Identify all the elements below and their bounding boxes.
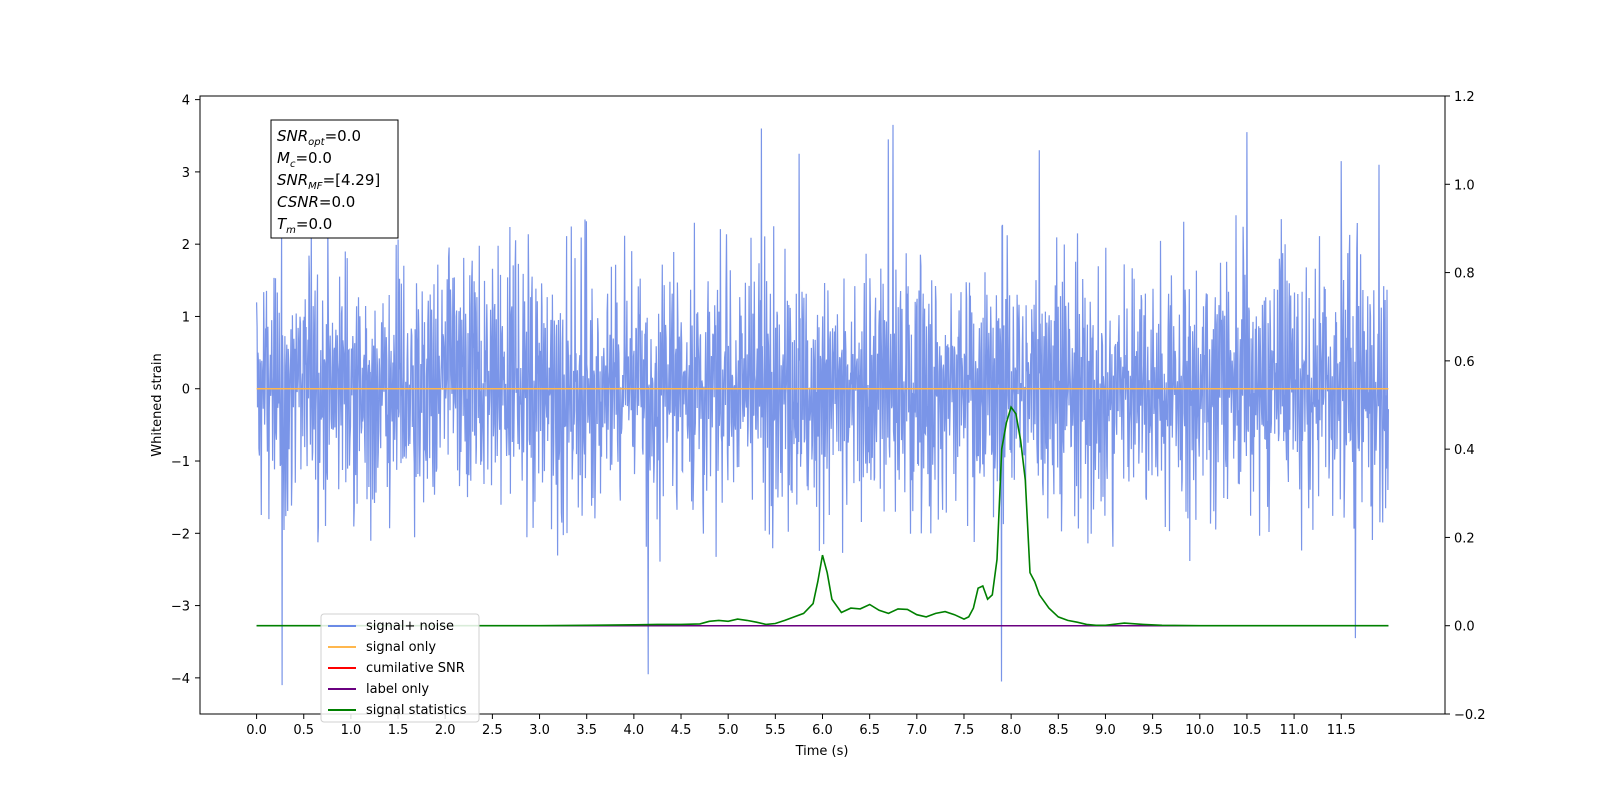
x-tick-label: 6.5: [859, 723, 880, 738]
x-axis-label: Time (s): [795, 744, 849, 759]
x-tick-label: 7.0: [906, 723, 927, 738]
x-tick-label: 9.5: [1142, 723, 1163, 738]
legend-label: cumilative SNR: [366, 661, 465, 676]
y2-tick-label: 0.2: [1454, 531, 1475, 546]
y-tick-label: 0: [182, 383, 190, 398]
stats-line: SNRMF=[4.29]: [277, 171, 380, 192]
y-tick-label: 2: [182, 238, 190, 253]
y2-tick-label: 1.2: [1454, 90, 1475, 105]
x-tick-label: 2.5: [482, 723, 503, 738]
x-tick-label: 10.0: [1185, 723, 1214, 738]
y2-tick-label: 0.6: [1454, 355, 1475, 370]
x-tick-label: 10.5: [1232, 723, 1261, 738]
x-tick-label: 4.0: [624, 723, 645, 738]
x-tick-label: 11.0: [1280, 723, 1309, 738]
x-tick-label: 5.5: [765, 723, 786, 738]
x-tick-label: 4.5: [671, 723, 692, 738]
legend-label: signal statistics: [366, 703, 467, 718]
x-tick-label: 3.5: [576, 723, 597, 738]
x-tick-label: 1.5: [388, 723, 409, 738]
legend: signal+ noise signal only cumilative SNR la…: [320, 613, 480, 723]
series-signal-statistics: [256, 405, 1389, 627]
y2-tick-label: 1.0: [1454, 178, 1475, 193]
x-tick-label: 9.0: [1095, 723, 1116, 738]
series-signal-plus-noise: [256, 124, 1390, 686]
legend-label: label only: [366, 682, 429, 697]
x-tick-label: 3.0: [529, 723, 550, 738]
y-tick-label: 3: [182, 166, 190, 181]
y-tick-label: 4: [182, 94, 190, 109]
stats-line: Mc=0.0: [277, 149, 332, 170]
stats-line: Tm=0.0: [277, 215, 332, 236]
y2-tick-label: 0.8: [1454, 267, 1475, 282]
y-tick-label: −3: [171, 600, 190, 615]
x-tick-label: 0.0: [246, 723, 267, 738]
y-tick-label: −2: [171, 527, 190, 542]
y-axis-label: Whitened strain: [150, 353, 165, 456]
x-tick-label: 8.0: [1001, 723, 1022, 738]
y-tick-label: −1: [171, 455, 190, 470]
x-tick-label: 2.0: [435, 723, 456, 738]
x-tick-label: 0.5: [293, 723, 314, 738]
legend-label: signal+ noise: [366, 619, 454, 634]
stats-line: CSNR=0.0: [277, 193, 355, 211]
x-tick-label: 6.0: [812, 723, 833, 738]
y2-tick-label: 0.4: [1454, 443, 1475, 458]
y2-tick-label: −0.2: [1454, 708, 1486, 723]
x-tick-label: 5.0: [718, 723, 739, 738]
x-tick-label: 8.5: [1048, 723, 1069, 738]
y2-tick-label: 0.0: [1454, 620, 1475, 635]
y-tick-label: −4: [171, 672, 190, 687]
stats-line: SNRopt=0.0: [277, 127, 361, 148]
x-tick-label: 7.5: [954, 723, 975, 738]
legend-label: signal only: [366, 640, 436, 655]
x-tick-label: 11.5: [1327, 723, 1356, 738]
y-tick-label: 1: [182, 310, 190, 325]
x-tick-label: 1.0: [341, 723, 362, 738]
